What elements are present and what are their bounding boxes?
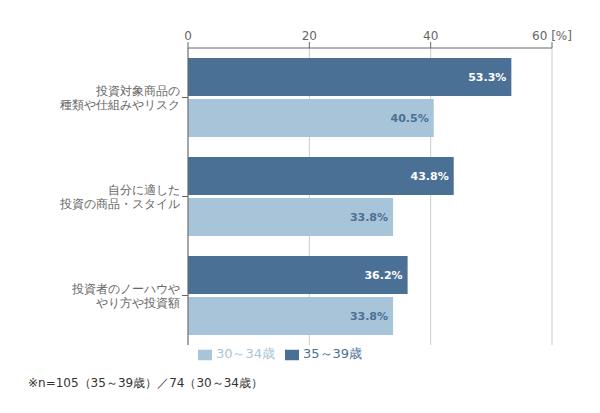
- svg-text:20: 20: [302, 29, 317, 43]
- svg-text:40.5%: 40.5%: [391, 112, 429, 125]
- svg-text:53.3%: 53.3%: [468, 71, 506, 84]
- svg-text:36.2%: 36.2%: [364, 269, 402, 282]
- svg-text:40: 40: [423, 29, 438, 43]
- html-text:30～34歳: 30～34歳: [215, 346, 275, 361]
- svg-text:33.8%: 33.8%: [350, 310, 388, 323]
- svg-text:自分に適した投資の商品・スタイル: 自分に適した投資の商品・スタイル: [59, 183, 180, 211]
- svg-text:投資者のノーハウややり方や投資額: 投資者のノーハウややり方や投資額: [71, 282, 180, 310]
- html-text:※n=105（35～39歳）／74（30～34歳）: ※n=105（35～39歳）／74（30～34歳）: [28, 376, 263, 390]
- svg-text:0: 0: [184, 29, 192, 43]
- html-text:35～39歳: 35～39歳: [303, 346, 363, 361]
- svg-text:60 [%]: 60 [%]: [532, 29, 572, 43]
- svg-text:43.8%: 43.8%: [411, 170, 449, 183]
- svg-text:33.8%: 33.8%: [350, 211, 388, 224]
- svg-text:投資対象商品の種類や仕組みやリスク: 投資対象商品の種類や仕組みやリスク: [60, 84, 180, 112]
